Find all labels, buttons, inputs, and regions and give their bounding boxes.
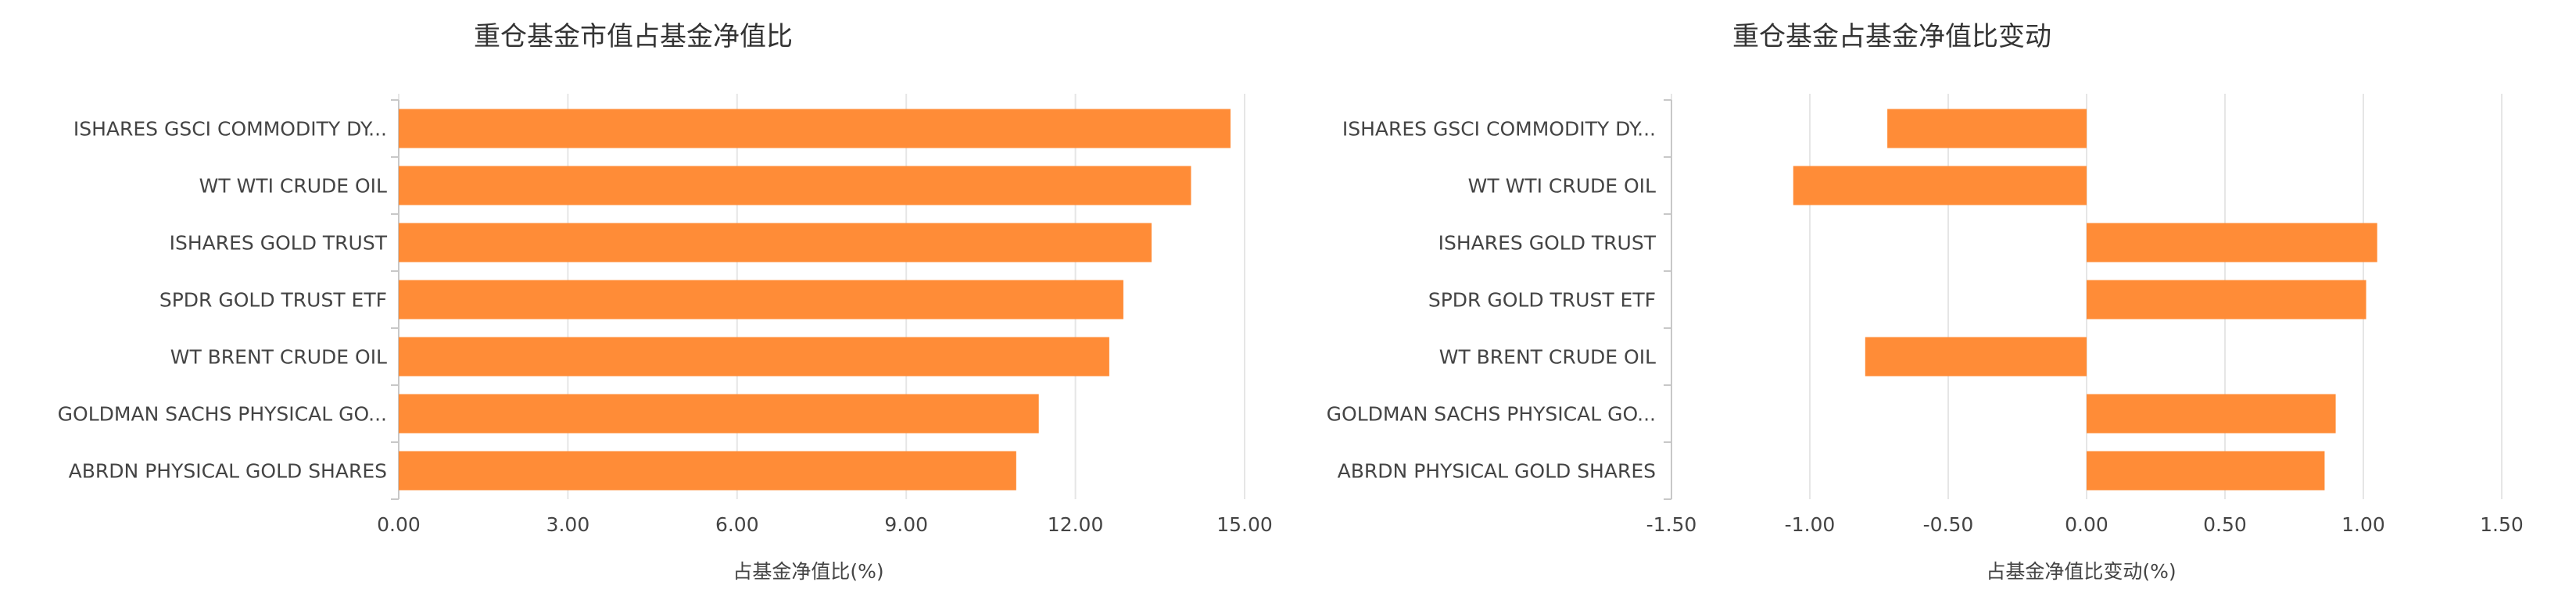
x-tick-label: 12.00 — [1048, 513, 1104, 536]
x-tick-label: 9.00 — [884, 513, 928, 536]
x-tick-label: 0.00 — [377, 513, 421, 536]
x-tick-label: -0.50 — [1923, 513, 1974, 536]
bar[interactable] — [1887, 109, 2087, 148]
category-label: ABRDN PHYSICAL GOLD SHARES — [69, 460, 387, 483]
x-tick-labels: -1.50 -1.00 -0.50 0.00 0.50 1.00 1.50 — [1646, 513, 2524, 536]
bar[interactable] — [399, 280, 1123, 320]
bar[interactable] — [2087, 280, 2366, 320]
category-label: WT BRENT CRUDE OIL — [1439, 346, 1656, 369]
x-tick-label: 0.50 — [2203, 513, 2247, 536]
x-tick-label: 1.00 — [2341, 513, 2385, 536]
bar[interactable] — [2087, 451, 2325, 491]
x-tick-label: 0.00 — [2065, 513, 2108, 536]
bar[interactable] — [399, 337, 1109, 377]
category-labels: ISHARES GSCI COMMODITY DY... WT WTI CRUDE… — [1327, 118, 1657, 483]
category-label: GOLDMAN SACHS PHYSICAL GO... — [1327, 403, 1656, 426]
chart-title: 重仓基金市值占基金净值比 — [474, 21, 793, 52]
chart-market-value-ratio: 重仓基金市值占基金净值比 ISHARES GSCI COMMODITY DY..… — [58, 21, 1273, 583]
x-tick-label: 15.00 — [1216, 513, 1273, 536]
bars — [399, 109, 1231, 491]
category-label: WT BRENT CRUDE OIL — [170, 346, 387, 369]
category-label: SPDR GOLD TRUST ETF — [159, 289, 387, 312]
category-label: WT WTI CRUDE OIL — [1468, 175, 1656, 198]
category-label: ABRDN PHYSICAL GOLD SHARES — [1338, 460, 1656, 483]
x-tick-label: -1.00 — [1785, 513, 1836, 536]
category-label: ISHARES GSCI COMMODITY DY... — [73, 118, 387, 141]
x-tick-label: -1.50 — [1646, 513, 1697, 536]
grid-lines — [1664, 94, 2503, 500]
bar[interactable] — [399, 451, 1016, 491]
bar[interactable] — [2087, 223, 2377, 262]
bar[interactable] — [399, 223, 1152, 262]
x-axis-label: 占基金净值比变动(%) — [1986, 560, 2176, 583]
bar[interactable] — [399, 166, 1191, 205]
chart-ratio-change: 重仓基金占基金净值比变动 ISHARES GSCI COMMODITY DY..… — [1327, 21, 2524, 583]
x-tick-label: 3.00 — [546, 513, 590, 536]
bar[interactable] — [1865, 337, 2087, 377]
category-label: ISHARES GOLD TRUST — [170, 232, 388, 255]
category-labels: ISHARES GSCI COMMODITY DY... WT WTI CRUDE… — [58, 118, 388, 483]
bar[interactable] — [1793, 166, 2087, 205]
bar[interactable] — [399, 109, 1231, 148]
category-label: SPDR GOLD TRUST ETF — [1428, 289, 1656, 312]
category-label: GOLDMAN SACHS PHYSICAL GO... — [58, 403, 387, 426]
category-label: ISHARES GSCI COMMODITY DY... — [1342, 118, 1656, 141]
bar[interactable] — [399, 394, 1039, 434]
x-tick-label: 1.50 — [2480, 513, 2524, 536]
bars — [1793, 109, 2377, 491]
category-label: WT WTI CRUDE OIL — [199, 175, 387, 198]
x-tick-labels: 0.00 3.00 6.00 9.00 12.00 15.00 — [377, 513, 1273, 536]
x-tick-label: 6.00 — [715, 513, 759, 536]
x-axis-label: 占基金净值比(%) — [733, 560, 883, 583]
bar[interactable] — [2087, 394, 2336, 434]
category-label: ISHARES GOLD TRUST — [1438, 232, 1657, 255]
chart-title: 重仓基金占基金净值比变动 — [1732, 21, 2051, 52]
